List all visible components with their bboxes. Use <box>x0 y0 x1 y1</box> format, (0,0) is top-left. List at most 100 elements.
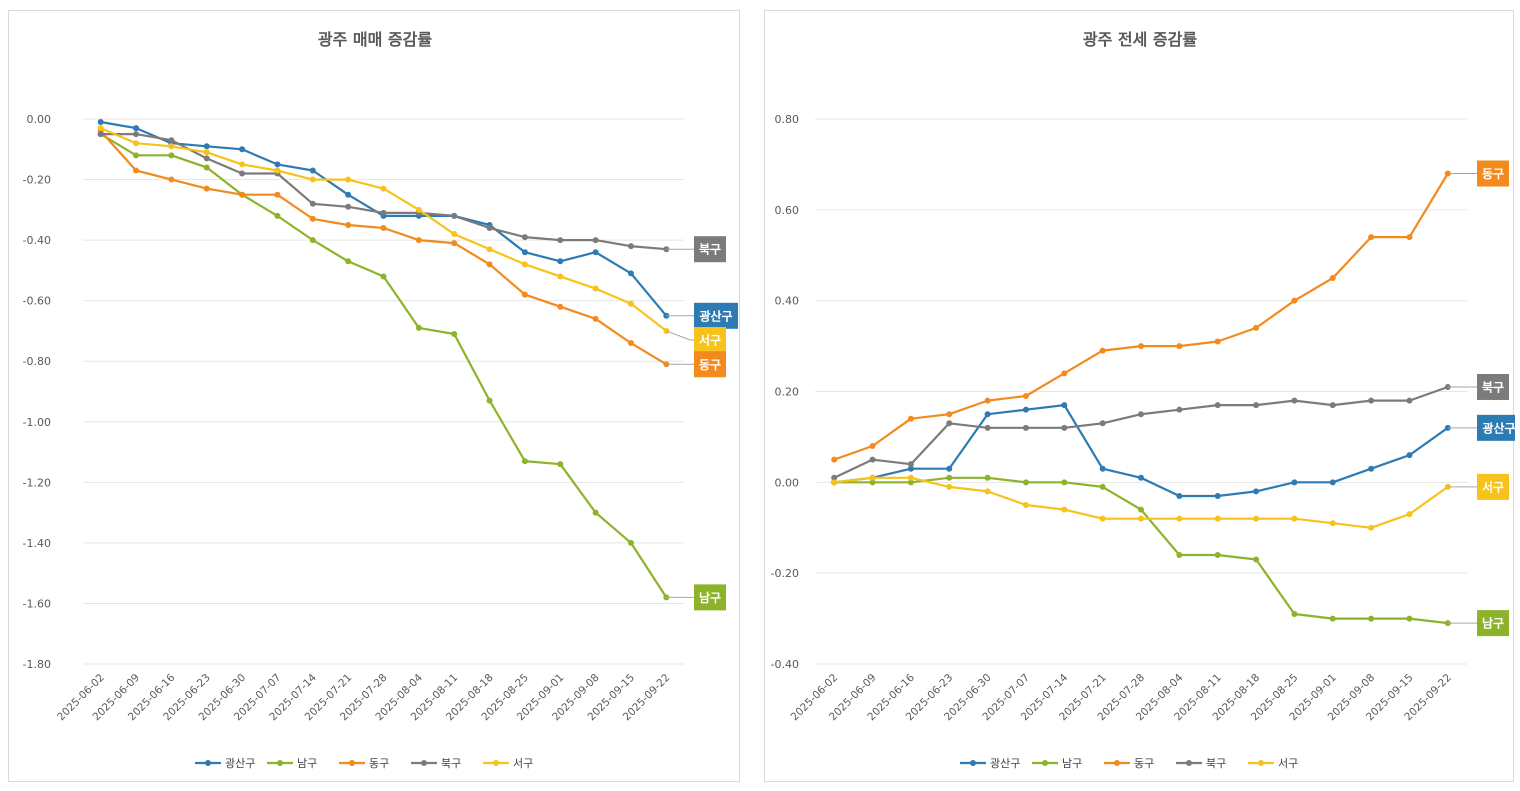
chart-1-point-서구 <box>1291 515 1298 522</box>
chart-1-series-line-북구 <box>833 385 1449 479</box>
chart-0-point-남구 <box>380 273 387 280</box>
chart-1-point-서구 <box>1214 515 1221 522</box>
chart-1-point-남구 <box>984 474 991 481</box>
chart-1-y-tick-label: -0.40 <box>771 658 799 671</box>
chart-0-point-서구 <box>345 176 352 183</box>
chart-0-point-북구 <box>521 234 528 241</box>
chart-0-series-line-남구 <box>100 133 668 598</box>
chart-0-point-서구 <box>521 261 528 268</box>
chart-0-point-북구 <box>451 212 458 219</box>
chart-1-point-서구 <box>1099 515 1106 522</box>
chart-0-point-남구 <box>521 458 528 465</box>
chart-1-point-서구 <box>907 474 914 481</box>
chart-0-point-동구 <box>627 340 634 347</box>
chart-1-point-동구 <box>1368 234 1375 241</box>
chart-0-end-label-box <box>694 236 726 263</box>
chart-1-end-label-box <box>1477 473 1509 500</box>
chart-0-point-광산구 <box>627 270 634 277</box>
chart-0-point-남구 <box>557 461 564 468</box>
chart-1-y-tick-label: 0.00 <box>775 476 800 489</box>
chart-0-point-광산구 <box>97 119 104 126</box>
chart-1-point-북구 <box>869 456 876 463</box>
chart-0-point-광산구 <box>345 191 352 198</box>
chart-1-point-북구 <box>1176 406 1183 413</box>
chart-1-point-동구 <box>1061 370 1068 377</box>
chart-0-point-북구 <box>309 200 316 207</box>
chart-1-point-서구 <box>946 483 953 490</box>
chart-1-point-남구 <box>1444 620 1451 627</box>
chart-0-end-label-box <box>694 327 726 354</box>
chart-0-point-남구 <box>309 237 316 244</box>
chart-0-legend-label: 광산구 <box>225 757 255 770</box>
chart-1-legend-marker <box>970 760 976 766</box>
chart-1-point-동구 <box>984 397 991 404</box>
chart-0-point-서구 <box>274 167 281 174</box>
chart-0-series-line-동구 <box>99 130 667 366</box>
chart-1-point-동구 <box>1138 343 1144 350</box>
chart-1-legend-marker <box>1042 760 1048 766</box>
chart-1-point-북구 <box>1214 402 1221 409</box>
chart-1-legend-label: 서구 <box>1278 757 1298 770</box>
chart-0-point-동구 <box>345 221 352 228</box>
chart-0-point-북구 <box>97 131 104 138</box>
chart-1-point-광산구 <box>1022 406 1029 413</box>
chart-0-end-label: 북구 <box>699 243 721 257</box>
chart-0-point-서구 <box>557 273 564 280</box>
chart-1-point-남구 <box>1253 556 1260 563</box>
chart-0-legend-label: 북구 <box>441 757 461 770</box>
chart-1-point-광산구 <box>1176 492 1183 499</box>
chart-0-point-동구 <box>203 185 210 192</box>
chart-0-point-남구 <box>592 509 599 516</box>
chart-1-point-북구 <box>1329 402 1336 409</box>
chart-1-point-북구 <box>1061 424 1068 431</box>
chart-0-point-북구 <box>168 137 175 144</box>
chart-1-legend-label: 동구 <box>1134 757 1154 770</box>
chart-0-legend-marker <box>421 760 427 766</box>
chart-0-point-남구 <box>451 330 458 337</box>
chart-1-point-광산구 <box>984 411 991 418</box>
chart-1-point-광산구 <box>1138 474 1144 481</box>
chart-0-point-북구 <box>203 155 210 162</box>
chart-0-point-동구 <box>133 167 140 174</box>
chart-0-y-tick-label: -1.40 <box>23 537 51 550</box>
chart-0-legend-marker <box>493 760 499 766</box>
chart-1-point-서구 <box>1138 515 1144 522</box>
chart-1-point-서구 <box>1022 502 1029 509</box>
chart-1-point-남구 <box>1176 552 1183 558</box>
chart-1-point-광산구 <box>946 465 953 472</box>
chart-0-point-북구 <box>486 225 493 231</box>
chart-1-point-동구 <box>946 411 953 418</box>
chart-1-point-광산구 <box>907 465 914 472</box>
chart-1-end-label: 서구 <box>1482 479 1504 494</box>
chart-0-series-line-광산구 <box>100 120 668 317</box>
chart-1-point-남구 <box>907 479 914 486</box>
chart-0-point-서구 <box>203 149 210 156</box>
chart-0-y-tick-label: -0.40 <box>23 234 51 247</box>
chart-1-point-광산구 <box>1253 488 1260 495</box>
chart-1-y-tick-label: 0.40 <box>775 295 800 308</box>
chart-0-end-label: 동구 <box>699 358 721 372</box>
chart-0-y-tick-label: -1.80 <box>23 658 51 671</box>
chart-1-point-광산구 <box>1329 479 1336 486</box>
chart-0-point-남구 <box>168 152 175 159</box>
chart-0-point-북구 <box>345 203 352 210</box>
chart-1-point-남구 <box>1291 611 1298 618</box>
chart-1-point-동구 <box>1291 297 1298 304</box>
chart-1-point-광산구 <box>1444 424 1451 431</box>
chart-0-point-북구 <box>592 237 599 244</box>
chart-1-point-광산구 <box>1406 452 1413 459</box>
chart-1-point-북구 <box>1099 420 1106 427</box>
chart-0-point-남구 <box>203 164 210 171</box>
chart-0-point-동구 <box>451 240 458 247</box>
chart-0-point-서구 <box>239 161 246 168</box>
chart-1-point-북구 <box>1138 411 1144 418</box>
chart-0-legend-label: 남구 <box>297 757 317 770</box>
chart-1-point-동구 <box>907 415 914 422</box>
chart-0-point-광산구 <box>239 146 246 153</box>
chart-1-end-label: 북구 <box>1482 380 1504 394</box>
chart-0-point-광산구 <box>521 249 528 256</box>
chart-0-end-label-box <box>694 302 738 329</box>
chart-0-point-동구 <box>239 191 246 198</box>
chart-0-y-tick-label: -0.80 <box>23 355 51 368</box>
chart-1-point-서구 <box>984 488 991 495</box>
